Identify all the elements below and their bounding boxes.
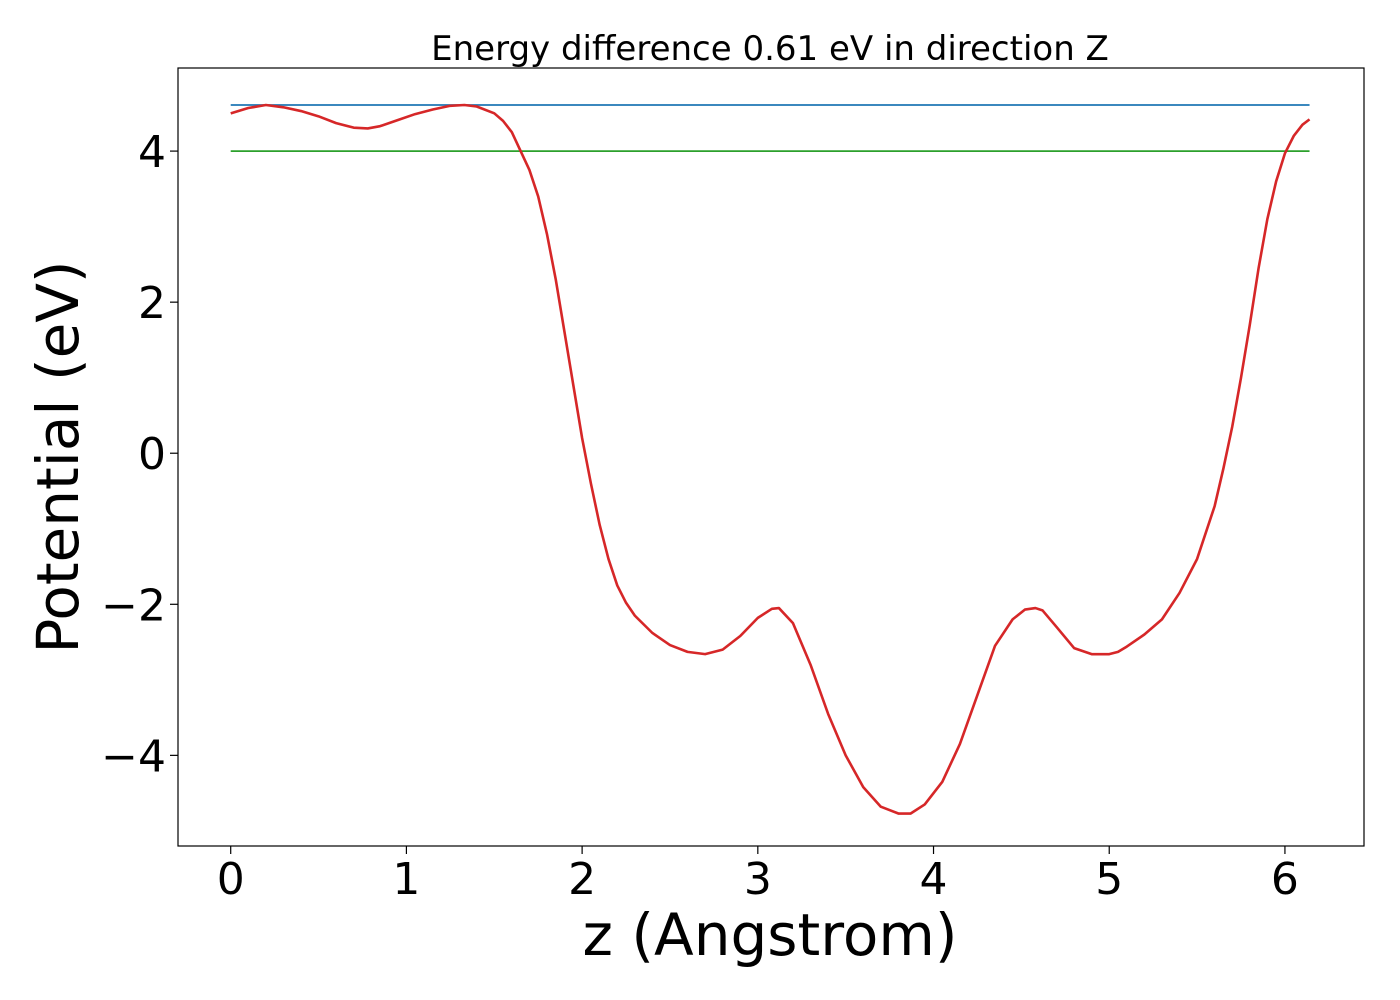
x-tick-label: 3 (744, 854, 772, 905)
y-tick-label: 4 (138, 127, 166, 178)
x-tick-label: 2 (568, 854, 596, 905)
x-tick-label: 1 (392, 854, 420, 905)
chart-title: Energy difference 0.61 eV in direction Z (431, 29, 1109, 69)
potential-curve (230, 103, 1311, 815)
y-axis-ticks: −4 −2 0 2 4 (101, 127, 178, 782)
x-tick-label: 4 (920, 854, 948, 905)
y-tick-label: 0 (138, 429, 166, 480)
y-tick-label: −4 (101, 731, 166, 782)
y-axis-label: Potential (eV) (24, 260, 92, 653)
plot-area (177, 67, 1365, 847)
y-tick-label: −2 (101, 580, 166, 631)
x-axis-label: z (Angstrom) (583, 901, 958, 969)
x-tick-label: 6 (1271, 854, 1299, 905)
x-tick-label: 0 (217, 854, 245, 905)
x-tick-label: 5 (1095, 854, 1123, 905)
x-axis-ticks: 0 1 2 3 4 5 6 (217, 846, 1299, 905)
y-tick-label: 2 (138, 278, 166, 329)
series-layer (230, 103, 1311, 815)
